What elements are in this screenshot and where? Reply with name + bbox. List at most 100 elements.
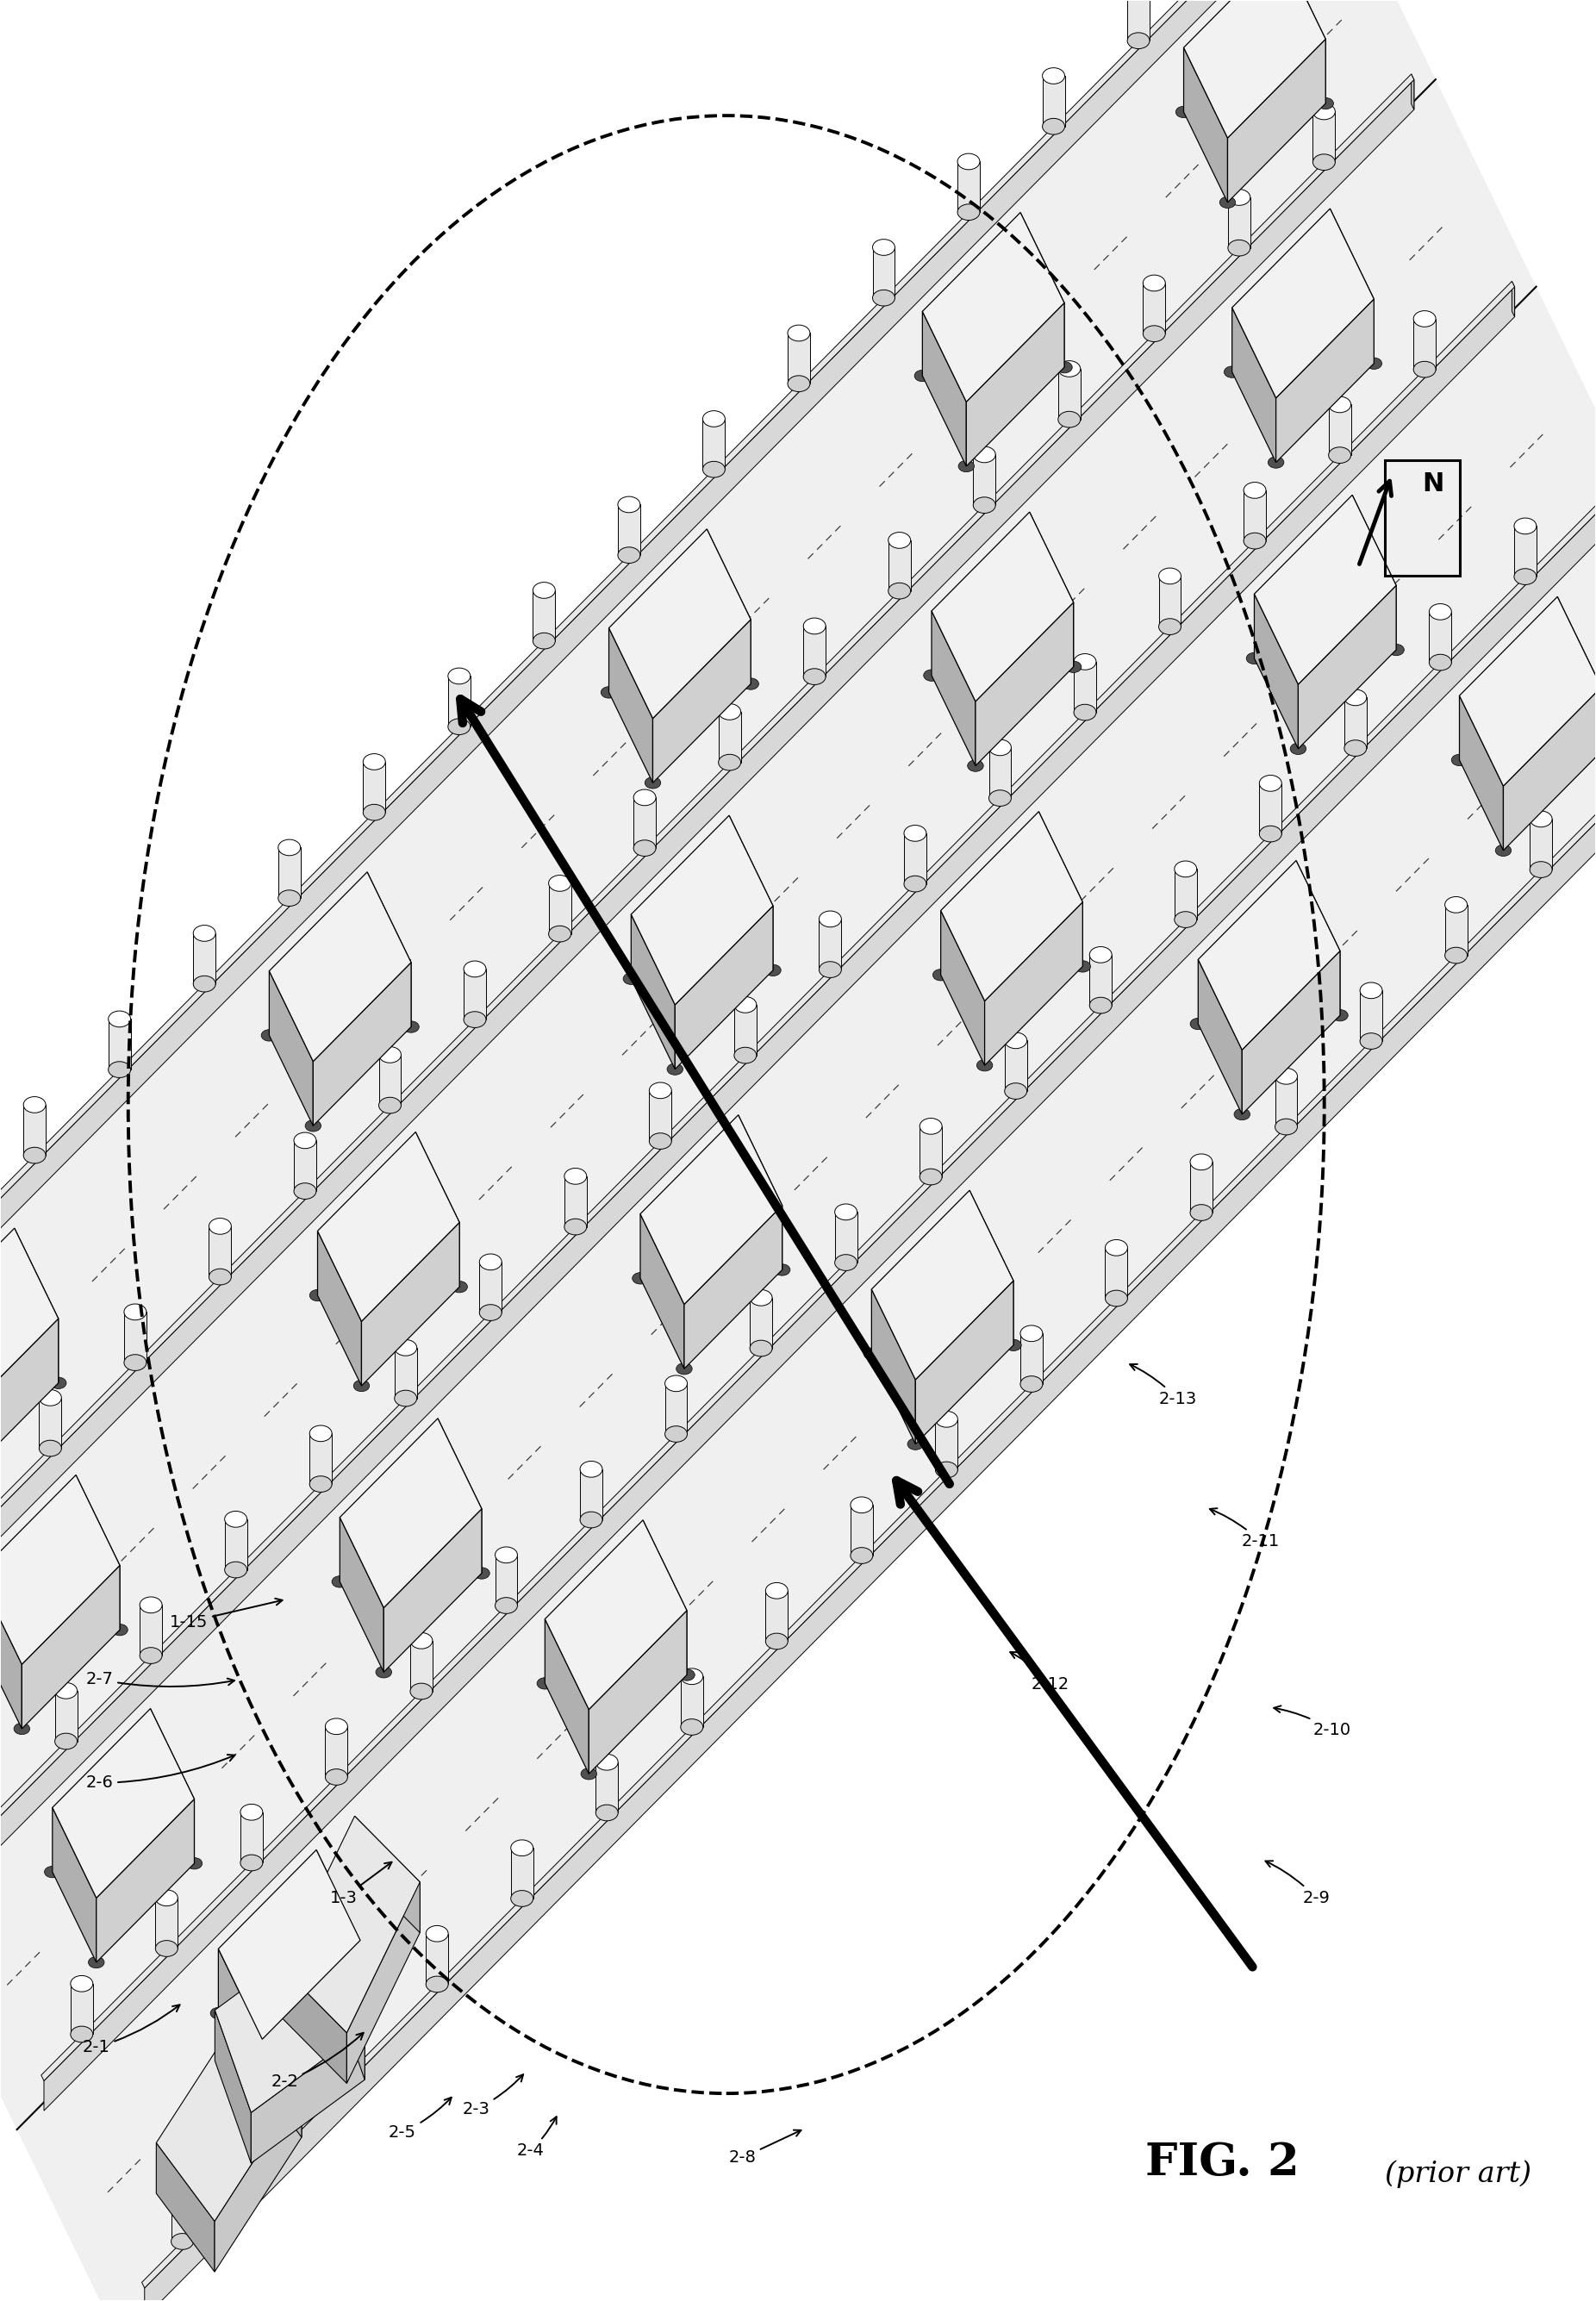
Polygon shape: [788, 334, 811, 384]
Ellipse shape: [974, 446, 996, 463]
Polygon shape: [1314, 110, 1336, 161]
Ellipse shape: [1314, 104, 1336, 120]
Polygon shape: [1242, 950, 1341, 1114]
Ellipse shape: [742, 679, 758, 690]
Ellipse shape: [1344, 690, 1366, 706]
Polygon shape: [544, 1521, 686, 1710]
Polygon shape: [0, 0, 1314, 1459]
Ellipse shape: [1321, 267, 1337, 278]
Polygon shape: [479, 1261, 501, 1312]
Ellipse shape: [533, 582, 555, 598]
Polygon shape: [707, 529, 750, 683]
Ellipse shape: [308, 1908, 324, 1919]
Ellipse shape: [774, 1263, 790, 1275]
Ellipse shape: [326, 1769, 348, 1786]
Polygon shape: [650, 1091, 672, 1141]
Ellipse shape: [310, 1424, 332, 1440]
Polygon shape: [1090, 955, 1112, 1006]
Polygon shape: [1444, 904, 1467, 955]
Polygon shape: [1459, 596, 1596, 787]
Ellipse shape: [1191, 1017, 1207, 1029]
Polygon shape: [383, 1509, 482, 1673]
Ellipse shape: [448, 718, 471, 734]
Ellipse shape: [140, 1648, 163, 1664]
Ellipse shape: [14, 1723, 30, 1735]
Ellipse shape: [595, 1753, 618, 1769]
Polygon shape: [155, 1898, 177, 1949]
Polygon shape: [1352, 495, 1396, 649]
Polygon shape: [1344, 697, 1366, 748]
Ellipse shape: [326, 1719, 348, 1735]
Ellipse shape: [718, 755, 741, 771]
Polygon shape: [281, 1815, 420, 2032]
Ellipse shape: [187, 1857, 203, 1868]
Ellipse shape: [1159, 619, 1181, 635]
Polygon shape: [318, 1132, 460, 1321]
Ellipse shape: [990, 789, 1012, 805]
Ellipse shape: [549, 874, 571, 890]
Ellipse shape: [209, 1268, 231, 1284]
Ellipse shape: [241, 1855, 263, 1871]
Ellipse shape: [819, 962, 841, 978]
Ellipse shape: [6, 1286, 22, 1298]
Polygon shape: [718, 711, 741, 762]
Ellipse shape: [1227, 189, 1250, 205]
Ellipse shape: [915, 370, 930, 382]
Ellipse shape: [602, 686, 616, 697]
Ellipse shape: [666, 1376, 688, 1392]
Ellipse shape: [1515, 518, 1537, 534]
Ellipse shape: [54, 1733, 77, 1749]
Ellipse shape: [650, 1081, 672, 1098]
Polygon shape: [171, 2191, 193, 2241]
Ellipse shape: [305, 1121, 321, 1132]
Polygon shape: [1328, 405, 1350, 456]
Polygon shape: [40, 1397, 61, 1447]
Ellipse shape: [634, 840, 656, 856]
Polygon shape: [533, 591, 555, 642]
Ellipse shape: [1314, 154, 1336, 170]
Ellipse shape: [645, 778, 661, 789]
Ellipse shape: [634, 789, 656, 805]
Text: N: N: [1422, 472, 1444, 497]
Ellipse shape: [1021, 571, 1037, 582]
Ellipse shape: [903, 877, 926, 893]
Ellipse shape: [1495, 844, 1511, 856]
Ellipse shape: [721, 874, 737, 886]
Ellipse shape: [362, 805, 385, 821]
Ellipse shape: [702, 463, 725, 476]
Text: 2-11: 2-11: [1210, 1507, 1280, 1549]
Ellipse shape: [1057, 361, 1073, 373]
Polygon shape: [974, 456, 996, 506]
Polygon shape: [53, 1710, 195, 1898]
Ellipse shape: [426, 1926, 448, 1942]
Ellipse shape: [1219, 196, 1235, 207]
Polygon shape: [464, 969, 487, 1019]
Polygon shape: [243, 2009, 302, 2138]
Polygon shape: [1515, 527, 1537, 578]
Polygon shape: [362, 762, 385, 812]
Ellipse shape: [155, 1889, 177, 1905]
Polygon shape: [932, 513, 1074, 702]
Ellipse shape: [359, 930, 375, 941]
Ellipse shape: [819, 911, 841, 927]
Ellipse shape: [410, 1684, 433, 1700]
Ellipse shape: [294, 1183, 316, 1199]
Polygon shape: [495, 1555, 517, 1606]
Ellipse shape: [1176, 106, 1192, 117]
Polygon shape: [871, 1190, 1013, 1381]
Polygon shape: [209, 1226, 231, 1277]
Polygon shape: [340, 1516, 383, 1673]
Ellipse shape: [209, 1217, 231, 1233]
Polygon shape: [281, 1967, 346, 2082]
Ellipse shape: [977, 1058, 993, 1070]
Text: 2-1: 2-1: [83, 2004, 180, 2055]
Ellipse shape: [1191, 1203, 1213, 1220]
Polygon shape: [1191, 1162, 1213, 1213]
Ellipse shape: [1227, 239, 1250, 255]
Ellipse shape: [579, 1461, 602, 1477]
Polygon shape: [219, 1949, 262, 2103]
Polygon shape: [22, 1565, 120, 1728]
Polygon shape: [326, 1726, 348, 1776]
Ellipse shape: [734, 1047, 757, 1063]
Ellipse shape: [1012, 272, 1028, 283]
